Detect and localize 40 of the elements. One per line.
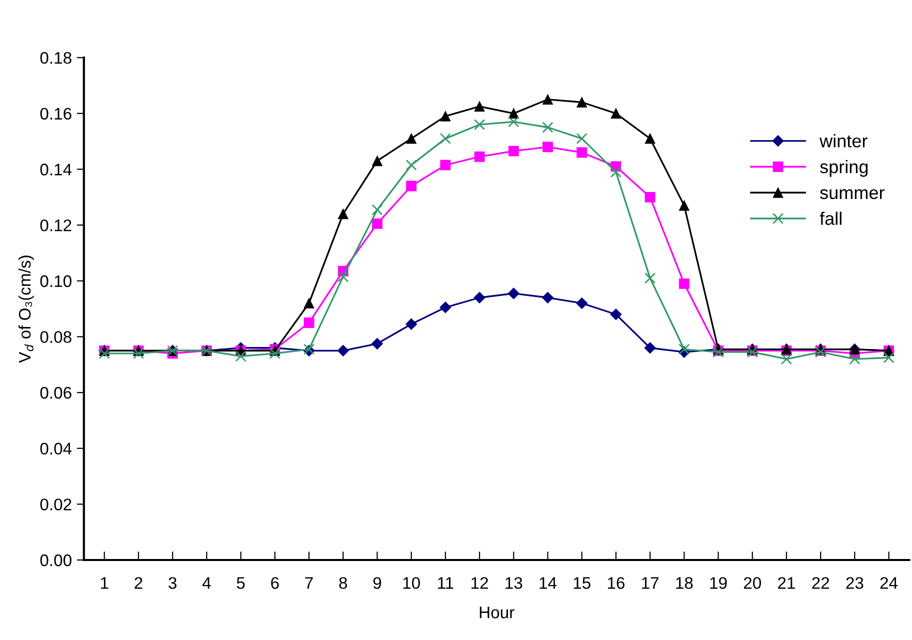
x-tick-label: 20 bbox=[744, 577, 761, 589]
y-tick-label: 0.02 bbox=[40, 498, 72, 510]
y-tick-label: 0.10 bbox=[40, 275, 72, 288]
y-axis-title: V$_{d}$ of O₃(cm/s) bbox=[18, 256, 34, 363]
x-tick-label: 14 bbox=[540, 577, 557, 589]
x-tick-label: 10 bbox=[403, 577, 420, 589]
x-tick-label: 17 bbox=[642, 577, 658, 589]
x-tick-label: 15 bbox=[574, 577, 590, 589]
y-tick-label: 0.08 bbox=[40, 331, 72, 343]
x-tick-label: 6 bbox=[271, 577, 279, 589]
x-tick-label: 3 bbox=[168, 577, 176, 589]
y-tick-label: 0.18 bbox=[40, 52, 72, 64]
legend-label: fall bbox=[820, 212, 842, 225]
x-tick-label: 18 bbox=[676, 577, 693, 589]
x-tick-label: 7 bbox=[305, 577, 313, 589]
x-tick-label: 12 bbox=[472, 577, 488, 589]
y-tick-label: 0.04 bbox=[40, 442, 72, 455]
legend-label: spring bbox=[820, 160, 868, 177]
x-tick-label: 21 bbox=[778, 577, 795, 589]
x-tick-label: 24 bbox=[880, 577, 898, 589]
x-tick-label: 8 bbox=[339, 577, 348, 589]
x-tick-label: 5 bbox=[236, 577, 245, 589]
x-tick-label: 19 bbox=[710, 577, 727, 589]
x-tick-label: 23 bbox=[846, 577, 864, 589]
x-tick-label: 22 bbox=[812, 577, 830, 589]
x-tick-label: 11 bbox=[438, 577, 454, 589]
x-axis-title: Hour bbox=[480, 606, 514, 618]
x-tick-label: 9 bbox=[373, 577, 382, 589]
y-tick-label: 0.16 bbox=[40, 108, 72, 120]
x-tick-label: 1 bbox=[101, 577, 108, 589]
y-tick-label: 0.06 bbox=[40, 386, 72, 399]
y-tick-label: 0.14 bbox=[40, 164, 72, 176]
x-tick-label: 4 bbox=[202, 577, 211, 589]
y-tick-label: 0.00 bbox=[40, 554, 72, 566]
x-tick-label: 16 bbox=[608, 577, 624, 589]
legend-label: winter bbox=[820, 134, 868, 148]
x-tick-label: 13 bbox=[506, 577, 522, 589]
legend-label: summer bbox=[820, 189, 884, 200]
y-tick-label: 0.12 bbox=[40, 219, 72, 232]
x-tick-label: 2 bbox=[134, 577, 142, 589]
